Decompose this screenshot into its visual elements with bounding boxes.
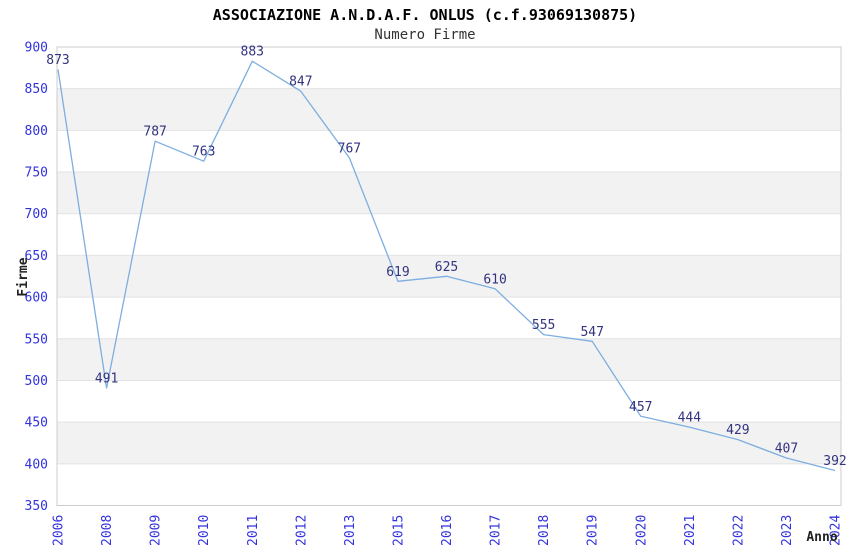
x-tick-label: 2022 (731, 515, 746, 546)
x-tick-label: 2012 (294, 515, 309, 546)
y-tick-label: 400 (25, 457, 48, 472)
chart-subtitle: Numero Firme (374, 27, 476, 43)
data-point-label: 873 (46, 53, 69, 68)
data-point-label: 407 (775, 441, 798, 456)
data-point-label: 444 (678, 411, 702, 426)
y-tick-label: 500 (25, 374, 48, 389)
x-tick-label: 2010 (197, 515, 212, 546)
data-point-label: 619 (386, 265, 409, 280)
y-tick-label: 700 (25, 207, 48, 222)
data-point-label: 555 (532, 318, 555, 333)
x-tick-label: 2015 (391, 515, 406, 546)
x-tick-label: 2006 (52, 515, 67, 546)
x-tick-label: 2023 (780, 515, 795, 546)
y-tick-label: 350 (25, 499, 48, 514)
y-tick-label: 650 (25, 249, 48, 264)
y-tick-label: 450 (25, 416, 48, 431)
x-tick-label: 2017 (489, 515, 504, 546)
x-tick-label: 2008 (100, 515, 115, 546)
plot-band (57, 172, 841, 214)
plot-band (57, 88, 841, 131)
data-point-label: 625 (435, 260, 458, 275)
plot-border (56, 46, 842, 506)
y-tick-label: 600 (25, 291, 48, 306)
y-tick-label: 800 (25, 124, 48, 139)
x-tick-label: 2024 (829, 515, 844, 546)
x-tick-label: 2011 (246, 515, 261, 546)
x-tick-label: 2020 (634, 515, 649, 546)
data-point-label: 767 (338, 141, 361, 156)
data-point-label: 429 (726, 423, 749, 438)
y-tick-label: 850 (25, 82, 48, 97)
x-tick-label: 2019 (586, 515, 601, 546)
plot-band (57, 422, 841, 464)
plot-band (57, 338, 841, 381)
data-point-label: 883 (241, 45, 264, 60)
x-tick-label: 2016 (440, 515, 455, 546)
data-point-label: 847 (289, 75, 312, 90)
y-tick-label: 750 (25, 166, 48, 181)
data-point-label: 491 (95, 371, 118, 386)
x-tick-label: 2018 (537, 515, 552, 546)
x-axis-title: Anno (806, 530, 837, 545)
y-tick-label: 900 (25, 41, 48, 56)
data-point-label: 763 (192, 145, 215, 160)
data-point-label: 457 (629, 400, 652, 415)
y-axis-title: Firme (16, 257, 31, 296)
x-tick-label: 2009 (149, 515, 164, 546)
x-tick-label: 2013 (343, 515, 358, 546)
data-point-label: 610 (483, 272, 506, 287)
data-point-label: 547 (580, 325, 603, 340)
y-tick-label: 550 (25, 332, 48, 347)
data-point-label: 392 (823, 454, 846, 469)
x-tick-label: 2021 (683, 515, 698, 546)
data-point-label: 787 (143, 125, 166, 140)
plot-band (57, 255, 841, 298)
data-line (57, 60, 836, 472)
chart-title: ASSOCIAZIONE A.N.D.A.F. ONLUS (c.f.93069… (212, 6, 638, 24)
